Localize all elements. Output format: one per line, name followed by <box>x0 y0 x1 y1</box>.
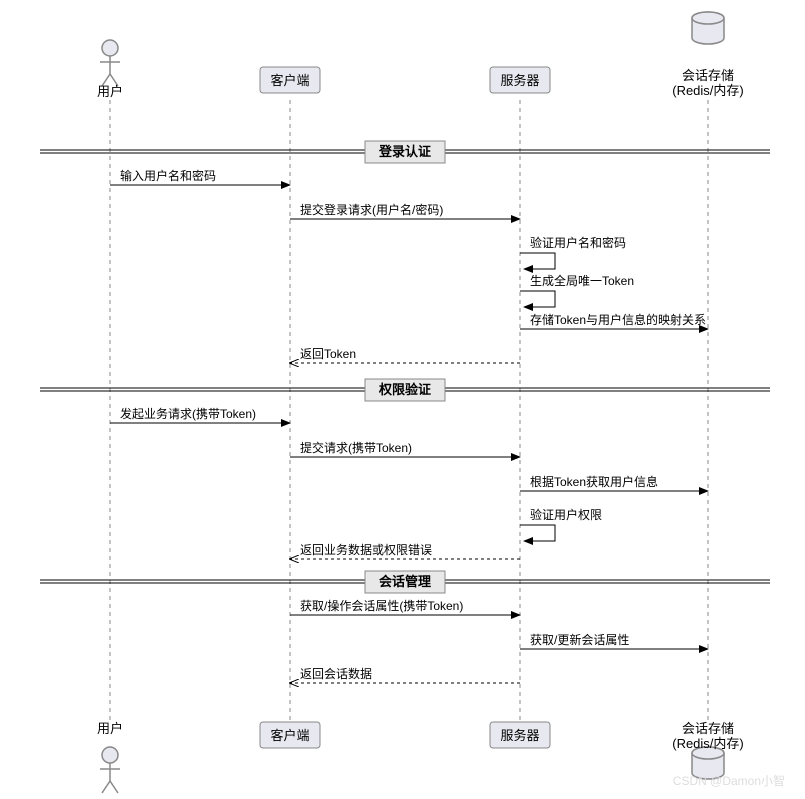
message-label: 验证用户权限 <box>530 507 602 522</box>
section-label: 会话管理 <box>379 574 431 589</box>
message-label: 生成全局唯一Token <box>530 273 634 288</box>
participant-label: 服务器 <box>500 728 539 743</box>
database-sublabel: (Redis/内存) <box>672 83 744 98</box>
message-label: 返回业务数据或权限错误 <box>300 542 432 557</box>
message-label: 提交请求(携带Token) <box>300 440 412 455</box>
participant-label: 客户端 <box>270 73 309 88</box>
message-label: 获取/操作会话属性(携带Token) <box>300 598 463 613</box>
message-label: 验证用户名和密码 <box>530 235 626 250</box>
self-message-arrow <box>520 253 555 269</box>
message-label: 发起业务请求(携带Token) <box>120 406 256 421</box>
actor-head-icon <box>102 747 118 763</box>
message-label: 获取/更新会话属性 <box>530 632 629 647</box>
participant-label: 服务器 <box>500 73 539 88</box>
actor-label: 用户 <box>97 84 123 99</box>
database-sublabel: (Redis/内存) <box>672 736 744 751</box>
message-label: 输入用户名和密码 <box>120 168 216 183</box>
watermark-text: CSDN @Damon小智 <box>673 772 785 789</box>
message-label: 提交登录请求(用户名/密码) <box>300 202 443 217</box>
message-label: 根据Token获取用户信息 <box>530 474 658 489</box>
actor-label: 用户 <box>97 721 123 736</box>
database-label: 会话存储 <box>682 68 734 83</box>
sequence-diagram: 用户客户端服务器会话存储(Redis/内存)用户客户端服务器会话存储(Redis… <box>0 0 805 799</box>
self-message-arrow <box>520 291 555 307</box>
database-label: 会话存储 <box>682 721 734 736</box>
message-label: 返回会话数据 <box>300 666 372 681</box>
message-label: 返回Token <box>300 347 356 361</box>
self-message-arrow <box>520 525 555 541</box>
message-label: 存储Token与用户信息的映射关系 <box>530 312 706 327</box>
actor-head-icon <box>102 40 118 56</box>
participant-label: 客户端 <box>270 728 309 743</box>
section-label: 权限验证 <box>378 382 431 397</box>
section-label: 登录认证 <box>378 144 431 159</box>
